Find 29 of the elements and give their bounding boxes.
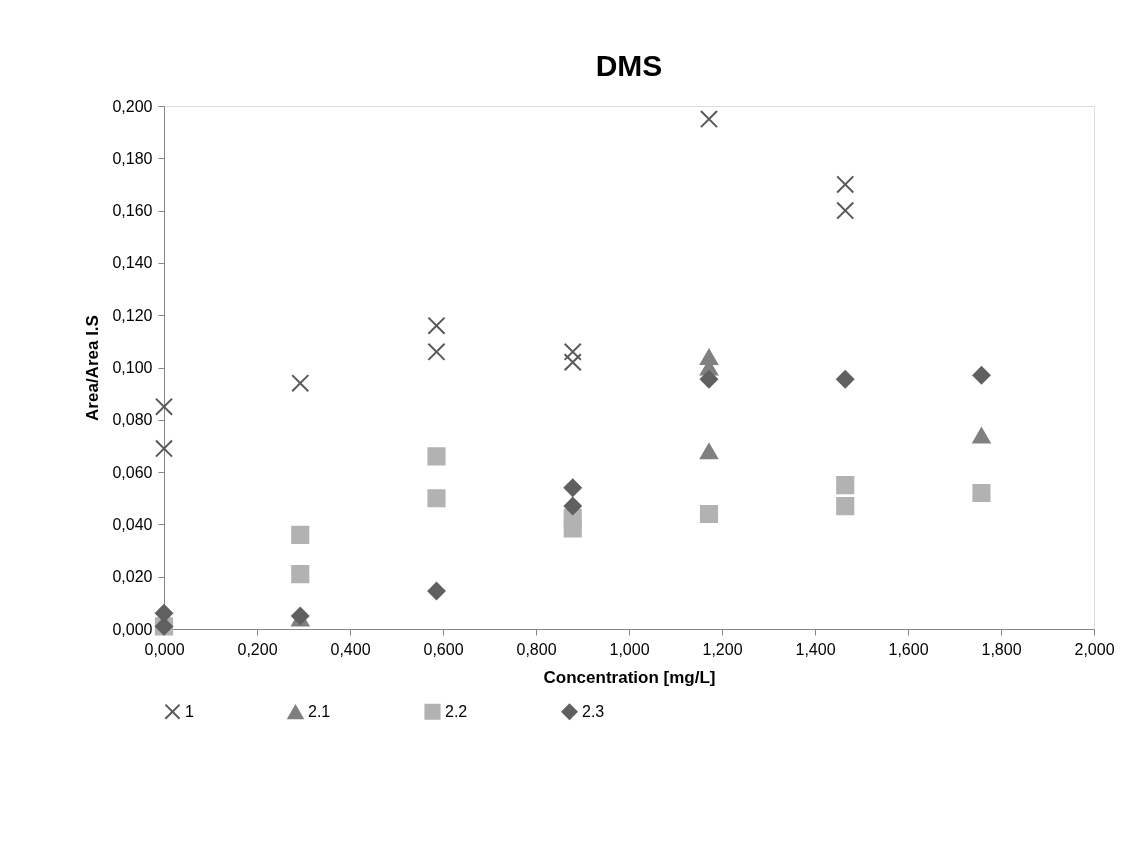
x-tick-label: 1,600: [888, 640, 929, 658]
x-tick-label: 1,200: [702, 640, 743, 658]
legend-label: 1: [185, 702, 194, 720]
x-tick-label: 1,000: [609, 640, 650, 658]
y-tick-label: 0,040: [112, 515, 153, 533]
legend-label: 2.1: [308, 703, 331, 721]
x-tick-label: 1,800: [981, 640, 1022, 658]
y-tick-label: 0,200: [112, 97, 153, 115]
y-tick-label: 0,180: [112, 149, 153, 167]
y-tick-label: 0,020: [112, 568, 153, 586]
x-tick-label: 1,400: [795, 640, 836, 658]
x-tick-label: 0,400: [330, 640, 371, 658]
x-tick-label: 2,000: [1074, 640, 1115, 658]
y-tick-label: 0,160: [112, 202, 153, 220]
y-tick-label: 0,060: [112, 463, 153, 481]
x-tick-label: 0,800: [516, 640, 557, 658]
legend-label: 2.3: [582, 702, 605, 720]
y-tick-label: 0,080: [112, 411, 153, 429]
chart-title: DMS: [595, 49, 663, 82]
y-tick-label: 0,120: [112, 306, 153, 324]
y-tick-label: 0,000: [112, 620, 153, 638]
y-tick-label: 0,100: [112, 359, 153, 376]
x-tick-label: 0,600: [423, 640, 464, 658]
x-axis-title: Concentration [mg/L]: [543, 667, 716, 687]
x-tick-label: 0,200: [237, 640, 278, 658]
y-axis-title: Area/Area I.S: [83, 315, 103, 421]
y-tick-label: 0,140: [112, 254, 153, 272]
x-tick-label: 0,000: [144, 640, 185, 658]
legend-label: 2.2: [445, 702, 468, 720]
